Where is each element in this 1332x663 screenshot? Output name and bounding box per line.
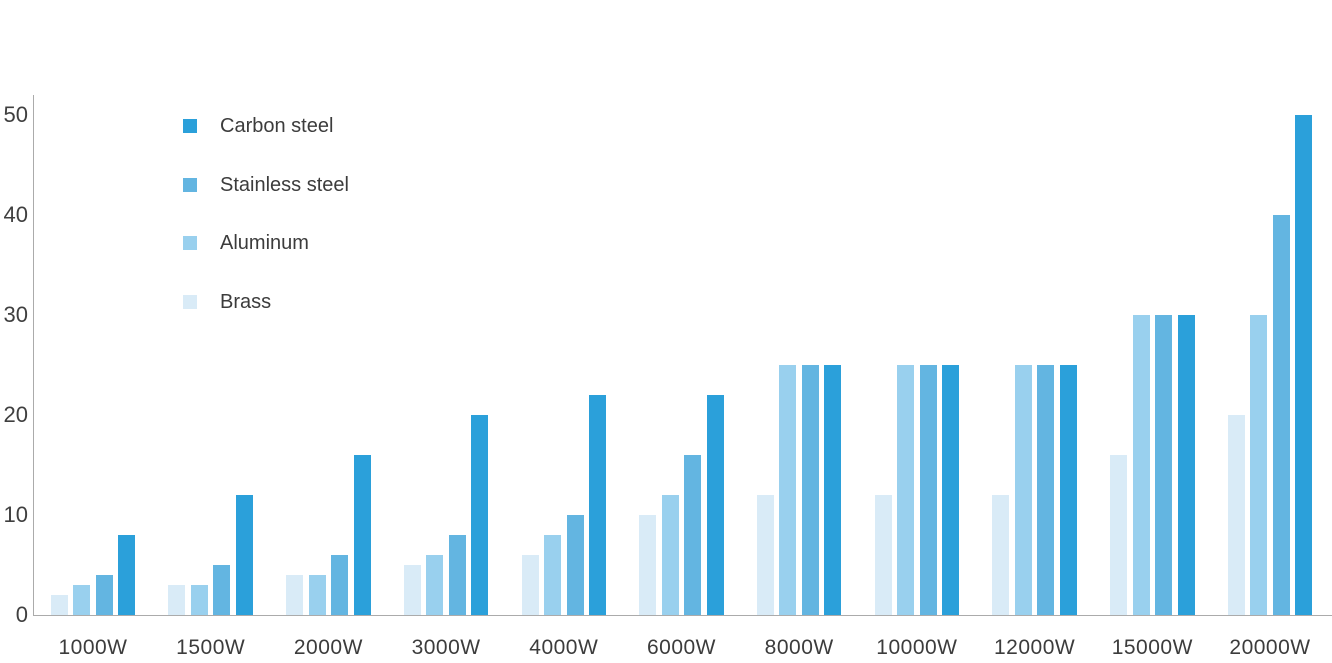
bar-brass-1500W	[168, 585, 186, 615]
bar-carbon-steel-10000W	[942, 365, 960, 615]
bar-brass-4000W	[521, 555, 539, 615]
y-axis-label-50: 50	[3, 102, 28, 127]
bar-aluminum-12000W	[1014, 365, 1032, 615]
x-axis-label-20000W: 20000W	[1229, 636, 1311, 659]
x-axis-label-6000W: 6000W	[646, 636, 717, 659]
x-axis-label-2000W: 2000W	[293, 636, 363, 659]
bar-brass-20000W	[1227, 415, 1245, 615]
bar-aluminum-1000W	[73, 585, 91, 615]
bar-carbon-steel-2000W	[353, 455, 371, 615]
bar-aluminum-6000W	[661, 495, 679, 615]
bar-carbon-steel-6000W	[706, 395, 724, 615]
bar-stainless-steel-12000W	[1037, 365, 1055, 615]
y-axis-label-10: 10	[3, 502, 28, 527]
y-axis-label-20: 20	[3, 402, 28, 427]
bar-carbon-steel-4000W	[589, 395, 607, 615]
bar-carbon-steel-1500W	[235, 495, 253, 615]
bar-aluminum-15000W	[1132, 315, 1150, 615]
x-axis-label-15000W: 15000W	[1111, 636, 1193, 659]
x-axis-label-1500W: 1500W	[176, 636, 246, 659]
x-axis-label-3000W: 3000W	[411, 636, 481, 659]
x-axis-label-8000W: 8000W	[764, 636, 834, 659]
bar-aluminum-2000W	[308, 575, 326, 615]
bar-carbon-steel-15000W	[1177, 315, 1195, 615]
legend-label: Carbon steel	[220, 115, 334, 137]
bar-stainless-steel-1500W	[213, 565, 231, 615]
bar-aluminum-10000W	[897, 365, 915, 615]
bar-carbon-steel-12000W	[1059, 365, 1077, 615]
x-axis-label-12000W: 12000W	[993, 636, 1076, 659]
bar-brass-10000W	[874, 495, 892, 615]
legend-label: Stainless steel	[220, 173, 349, 196]
bar-stainless-steel-20000W	[1272, 215, 1290, 615]
legend-label: Brass	[220, 291, 272, 314]
bar-brass-2000W	[286, 575, 304, 615]
legend-swatch-icon	[183, 236, 197, 251]
bar-aluminum-8000W	[779, 365, 797, 615]
bar-brass-3000W	[403, 565, 421, 615]
legend-swatch-icon	[183, 119, 197, 133]
legend-swatch-icon	[183, 177, 197, 192]
y-axis-line	[33, 95, 34, 615]
bar-carbon-steel-20000W	[1295, 115, 1313, 615]
y-axis-label-0: 0	[15, 602, 28, 627]
x-axis-label-10000W: 10000W	[876, 636, 958, 659]
y-axis-label-30: 30	[3, 302, 28, 327]
bar-stainless-steel-8000W	[801, 365, 819, 615]
bar-carbon-steel-3000W	[471, 415, 489, 615]
bar-aluminum-3000W	[426, 555, 444, 615]
bar-brass-8000W	[756, 495, 774, 615]
bar-aluminum-4000W	[544, 535, 562, 615]
bar-stainless-steel-6000W	[684, 455, 702, 615]
bar-brass-6000W	[639, 515, 657, 615]
bar-stainless-steel-3000W	[448, 535, 466, 615]
bar-stainless-steel-1000W	[95, 575, 113, 615]
bar-stainless-steel-4000W	[566, 515, 584, 615]
bar-carbon-steel-8000W	[824, 365, 842, 615]
bar-brass-12000W	[992, 495, 1010, 615]
bar-carbon-steel-1000W	[118, 535, 136, 615]
bar-stainless-steel-10000W	[919, 365, 937, 615]
bar-aluminum-20000W	[1250, 315, 1268, 615]
bar-brass-1000W	[50, 595, 68, 615]
bar-stainless-steel-2000W	[331, 555, 349, 615]
x-axis-label-1000W: 1000W	[58, 636, 128, 659]
bar-stainless-steel-15000W	[1155, 315, 1173, 615]
x-axis-label-4000W: 4000W	[529, 636, 599, 659]
legend-swatch-icon	[183, 295, 197, 310]
bar-aluminum-1500W	[190, 585, 208, 615]
x-axis-line	[33, 615, 1332, 616]
y-axis-label-40: 40	[3, 202, 28, 227]
bar-brass-15000W	[1110, 455, 1128, 615]
legend-label: Aluminum	[220, 232, 309, 255]
